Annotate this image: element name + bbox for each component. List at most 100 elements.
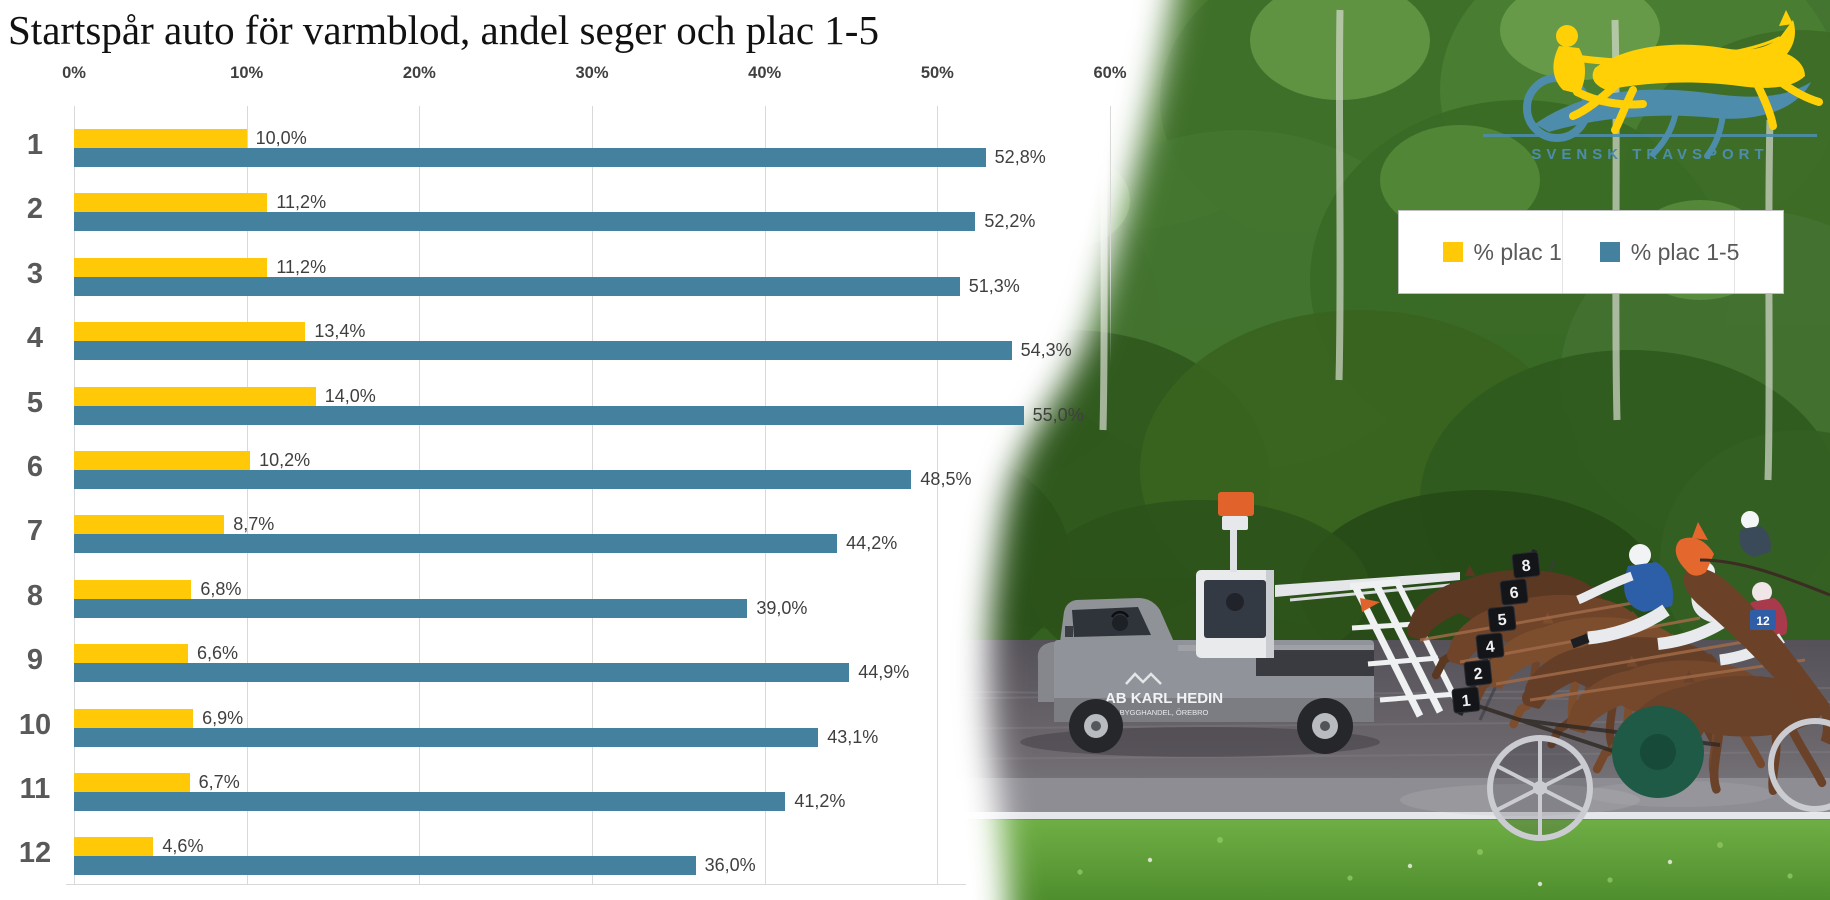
legend-gridline-hint: [1562, 211, 1563, 293]
blue-swoosh: [1535, 82, 1811, 132]
gate-tag-6: 6: [1509, 585, 1520, 603]
bar-plac1-spar-1: [74, 129, 247, 148]
x-tick-label: 60%: [1093, 64, 1127, 82]
bar-value-label: 6,7%: [198, 772, 240, 792]
legend-item-plac1: % plac 1: [1442, 238, 1562, 266]
category-label: 10: [18, 708, 52, 741]
bar-value-label: 51,3%: [968, 275, 1020, 296]
horse-number-cloth: 12: [1750, 610, 1776, 630]
bar-plac1-spar-11: [74, 773, 190, 792]
x-tick-label: 30%: [575, 64, 609, 82]
gate-flag: [1360, 598, 1380, 612]
category-label: 3: [26, 257, 44, 290]
category-label: 12: [18, 837, 52, 870]
bar-value-label: 48,5%: [920, 469, 972, 489]
bar-plac1-5-spar-10: [74, 727, 819, 747]
gridline: [937, 106, 939, 884]
legend-swatch-plac1-5: [1599, 242, 1620, 262]
bar-plac1-5-spar-6: [74, 470, 912, 489]
gate-number-tags: 1 2 4 5 6 8: [1451, 551, 1541, 714]
bar-plac1-spar-3: [74, 257, 268, 277]
truck-sponsor-text: AB KARL HEDIN: [1105, 690, 1223, 707]
category-label: 8: [26, 579, 44, 612]
gridline: [764, 106, 766, 884]
legend-gridline-hint: [1734, 211, 1735, 293]
horse-field: 12 1 2 4 5 6 8: [1400, 511, 1830, 841]
bar-plac1-5-spar-12: [74, 856, 696, 876]
bar-value-label: 36,0%: [704, 855, 756, 876]
gridline: [246, 106, 248, 884]
legend-swatch-plac1: [1442, 242, 1463, 262]
bar-value-label: 55,0%: [1032, 404, 1084, 425]
bar-value-label: 52,2%: [984, 211, 1036, 232]
logo-wordmark: SVENSK TRAVSPORT: [1531, 146, 1768, 163]
bar-plac1-5-spar-7: [74, 534, 838, 554]
category-label: 1: [26, 129, 44, 161]
category-label: 11: [19, 773, 51, 805]
bar-value-label: 14,0%: [324, 385, 376, 406]
category-label: 2: [26, 193, 44, 226]
chart-legend: % plac 1 % plac 1-5: [1398, 210, 1784, 294]
x-tick-label: 40%: [748, 64, 782, 82]
x-tick-label: 50%: [920, 64, 954, 82]
legend-item-plac1-5: % plac 1-5: [1599, 238, 1740, 266]
svensk-travsport-logo: SVENSK TRAVSPORT: [1475, 6, 1825, 168]
bar-plac1-spar-10: [74, 708, 194, 728]
truck-sponsor-subtext: BYGGHANDEL, ÖREBRO: [1120, 708, 1209, 717]
bar-value-label: 44,2%: [846, 533, 898, 554]
bar-plac1-5-spar-1: [74, 148, 986, 167]
yellow-horse-and-driver: [1553, 10, 1823, 134]
orange-blinker-hood: [1675, 537, 1714, 576]
category-label: 7: [26, 515, 44, 548]
bar-value-label: 11,2%: [276, 192, 327, 213]
gridline: [419, 106, 421, 884]
category-label: 6: [26, 451, 44, 483]
bar-value-label: 44,9%: [858, 662, 910, 683]
bar-value-label: 6,8%: [200, 578, 242, 599]
bar-value-label: 4,6%: [162, 836, 204, 857]
x-tick-label: 20%: [402, 64, 436, 82]
gate-tag-2: 2: [1473, 666, 1484, 684]
bar-value-label: 39,0%: [756, 597, 808, 618]
bar-value-label: 8,7%: [233, 514, 275, 535]
gate-tag-8: 8: [1521, 558, 1532, 576]
svg-text:12: 12: [1756, 614, 1770, 628]
bar-plac1-spar-6: [74, 451, 251, 470]
bar-value-label: 43,1%: [827, 726, 879, 747]
bar-value-label: 52,8%: [994, 147, 1046, 167]
bar-plac1-5-spar-3: [74, 276, 960, 296]
gridline: [592, 106, 593, 884]
bar-plac1-spar-2: [74, 193, 268, 213]
bar-plac1-spar-9: [74, 644, 188, 664]
bar-plac1-spar-8: [74, 579, 192, 599]
bar-value-label: 10,2%: [259, 450, 311, 470]
chart-title: Startspår auto för varmblod, andel seger…: [8, 7, 879, 53]
legend-label-plac1: % plac 1: [1473, 238, 1562, 265]
bar-plac1-5-spar-2: [74, 212, 976, 232]
x-axis-baseline: [66, 884, 966, 885]
bar-plac1-5-spar-8: [74, 598, 748, 618]
legend-label-plac1-5: % plac 1-5: [1630, 238, 1740, 265]
x-tick-label: 0%: [62, 64, 86, 82]
starter-truck: AB KARL HEDIN BYGGHANDEL, ÖREBRO: [1020, 492, 1460, 757]
svensk-travsport-logo-graphic: SVENSK TRAVSPORT: [1483, 10, 1823, 163]
bar-plac1-5-spar-5: [74, 405, 1024, 425]
bar-plac1-5-spar-9: [74, 663, 850, 683]
x-tick-label: 10%: [230, 64, 264, 82]
gridline: [1110, 106, 1111, 366]
bar-plac1-spar-12: [74, 837, 154, 857]
category-label: 5: [26, 386, 44, 419]
bar-value-label: 54,3%: [1020, 340, 1072, 361]
gate-tag-4: 4: [1485, 639, 1496, 657]
bar-plac1-spar-7: [74, 515, 225, 535]
gridline: [74, 106, 75, 884]
gate-tag-1: 1: [1461, 693, 1472, 711]
bar-value-label: 13,4%: [314, 321, 366, 342]
bar-value-label: 6,9%: [202, 707, 244, 728]
bar-value-label: 6,6%: [196, 643, 238, 664]
bar-value-label: 10,0%: [255, 128, 307, 148]
category-label: 9: [26, 644, 44, 677]
bar-plac1-5-spar-11: [74, 792, 786, 811]
bar-value-label: 11,2%: [276, 256, 327, 277]
